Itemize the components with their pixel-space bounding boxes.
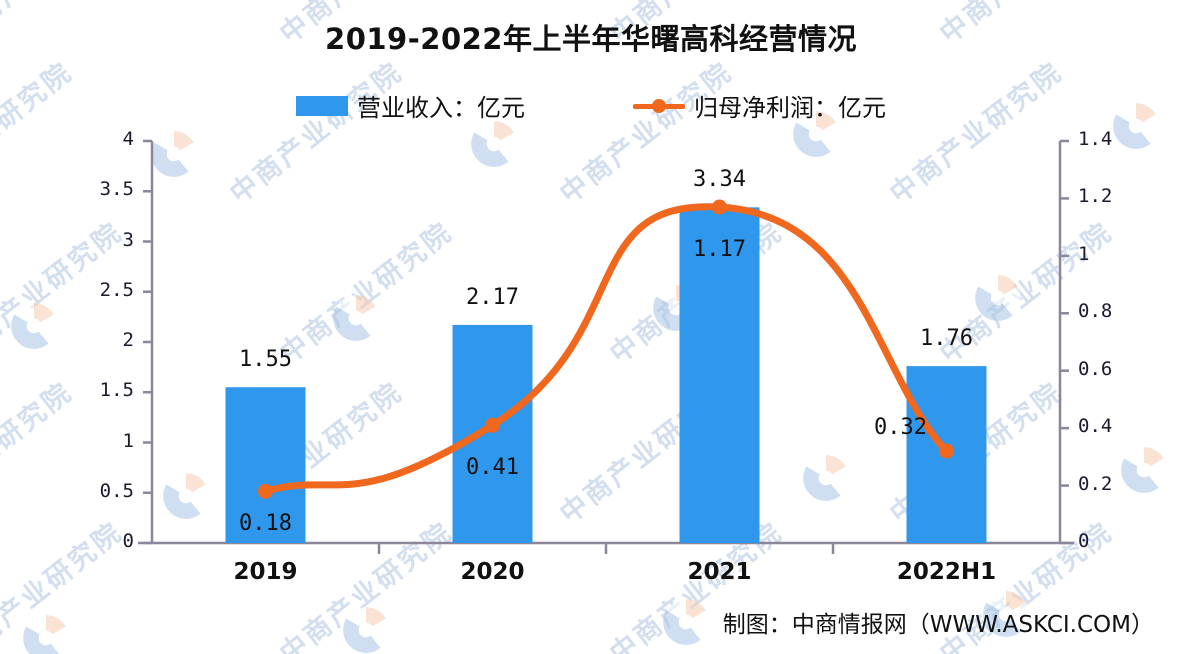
line-value-label: 0.32: [874, 415, 927, 441]
right-axis-tick-label: 1.2: [1078, 185, 1113, 208]
left-axis-tick-label: 4: [122, 128, 134, 150]
legend-item-revenue[interactable]: 营业收入：亿元: [296, 88, 525, 123]
right-axis-tick-label: 1.4: [1078, 128, 1113, 150]
left-axis-tick-label: 3: [122, 228, 134, 251]
right-axis-tick-label: 0.8: [1078, 300, 1113, 323]
line-point-2020[interactable]: [485, 417, 500, 433]
chart-title: 2019-2022年上半年华曙高科经营情况: [325, 22, 857, 56]
chart-legend: 营业收入：亿元 归母净利润：亿元: [0, 88, 1182, 123]
right-axis-tick-label: 0.4: [1078, 415, 1113, 438]
right-axis-tick-label: 0: [1078, 530, 1090, 552]
left-axis-tick-label: 1: [122, 429, 134, 452]
line-point-2021[interactable]: [712, 199, 727, 215]
net-profit-line[interactable]: [262, 203, 950, 495]
legend-line-dot-swatch-icon: [633, 96, 685, 116]
x-axis-category-label: 2019: [233, 559, 298, 585]
right-axis-tick-label: 0.6: [1078, 357, 1113, 380]
right-axis-tick-label: 0.2: [1078, 472, 1113, 495]
bar-2020[interactable]: [452, 324, 533, 543]
left-axis-tick-label: 0: [122, 530, 134, 552]
x-axis-category-label: 2021: [687, 559, 752, 585]
bar-2019[interactable]: [225, 387, 306, 543]
left-axis-tick-label: 0.5: [99, 479, 134, 502]
bar-value-label: 2.17: [466, 284, 519, 310]
right-axis-tick-label: 1: [1078, 242, 1090, 265]
x-axis-category-label: 2022H1: [896, 559, 997, 585]
left-axis-tick-label: 2: [122, 329, 134, 351]
legend-label-net-profit: 归母净利润：亿元: [694, 94, 886, 122]
x-axis-category-label: 2020: [460, 559, 525, 585]
line-value-label: 0.41: [466, 455, 519, 481]
left-axis-tick-label: 2.5: [99, 278, 134, 301]
bar-value-label: 1.76: [920, 326, 973, 352]
line-point-2019[interactable]: [258, 483, 273, 499]
legend-item-net-profit[interactable]: 归母净利润：亿元: [633, 88, 886, 123]
legend-bar-swatch-icon: [296, 95, 348, 116]
line-point-2022H1[interactable]: [939, 443, 954, 459]
legend-label-revenue: 营业收入：亿元: [357, 94, 525, 122]
line-value-label: 0.18: [239, 511, 292, 537]
left-axis-tick-label: 3.5: [99, 178, 134, 201]
bar-2021[interactable]: [679, 207, 760, 543]
left-axis-tick-label: 1.5: [99, 379, 134, 402]
bar-value-label: 1.55: [239, 347, 292, 373]
bar-value-label: 3.34: [693, 167, 746, 193]
line-value-label: 1.17: [693, 237, 746, 263]
footer-source-note: 制图：中商情报网（WWW.ASKCI.COM）: [722, 612, 1154, 638]
